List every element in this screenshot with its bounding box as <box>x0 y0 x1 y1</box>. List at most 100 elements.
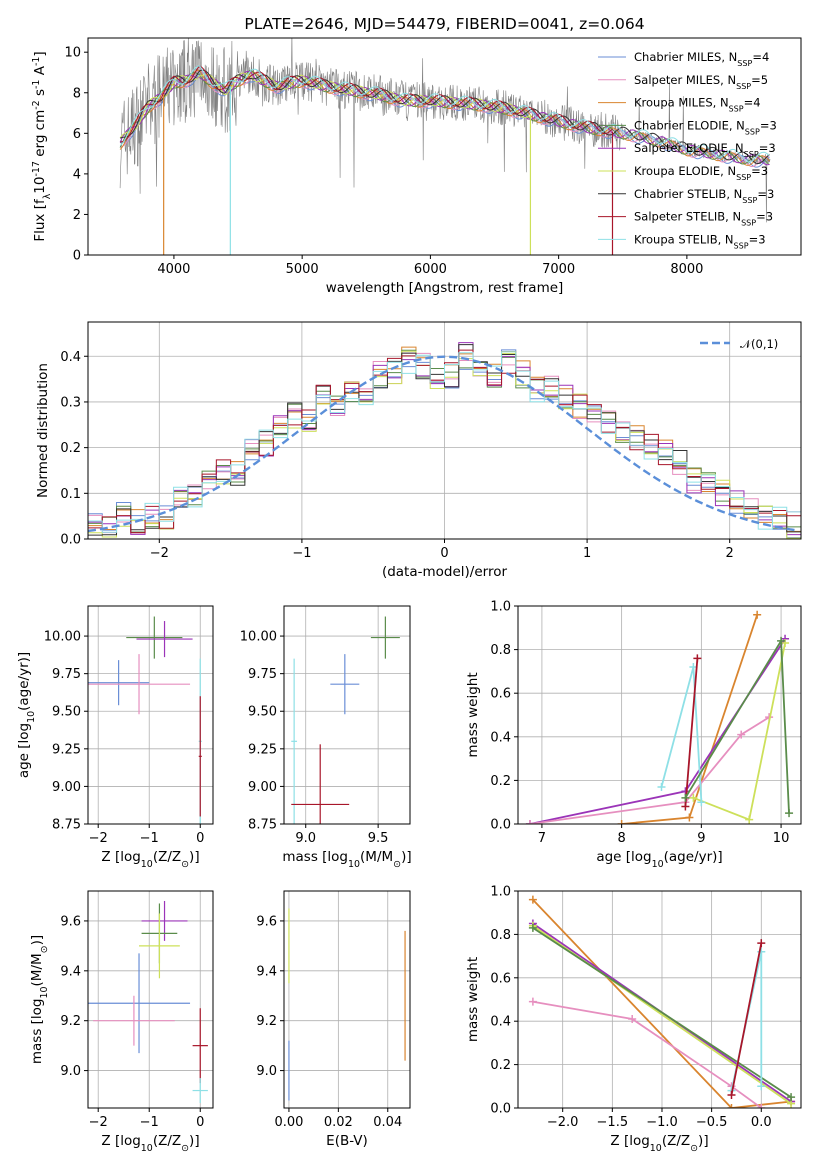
errorbar-point-2 <box>291 658 298 824</box>
chart-panel-1: −2 −1 0 1 2 0.0 0.1 0.2 0.3 0.4 (data-model)/error… <box>35 321 802 580</box>
x-axis-label: age [log10(age/yr)] <box>596 849 722 870</box>
weight-line-3 <box>532 927 792 1098</box>
weight-line-4 <box>532 1000 762 1108</box>
plot-area <box>88 342 801 539</box>
errorbar-point-3 <box>136 621 193 658</box>
weight-marker <box>745 815 754 824</box>
weight-marker <box>777 636 786 645</box>
y-tick-label: 9.0 <box>60 1064 81 1079</box>
x-tick-label: −2 <box>89 1115 108 1130</box>
y-tick-label: 4 <box>73 167 81 182</box>
x-tick-label: 9.0 <box>295 831 316 846</box>
errorbar-point-1 <box>93 995 175 1046</box>
y-tick-label: 9.50 <box>52 705 81 720</box>
errorbar-point-3 <box>291 744 350 824</box>
plot-area <box>88 900 208 1104</box>
x-axis-label: Z [log10(Z/Z⊙)] <box>101 849 199 870</box>
x-tick-label: −2 <box>89 831 108 846</box>
axes-frame <box>517 605 802 825</box>
weight-line-6 <box>730 942 763 1096</box>
x-tick-label: −1.5 <box>597 1115 629 1130</box>
legend-label-8: Kroupa STELIB, NSSP=3 <box>634 232 766 250</box>
chart-panel-3: 9.0 9.5 8.75 9.00 9.25 9.50 9.75 10.00 mass [log… <box>240 605 412 870</box>
weight-marker <box>757 1104 766 1108</box>
y-tick-label: 9.6 <box>256 914 277 929</box>
x-tick-label: 1 <box>583 546 591 561</box>
axes-frame <box>87 605 214 825</box>
errorbar-point-5 <box>192 1008 208 1084</box>
legend: Chabrier MILES, NSSP=4 Salpeter MILES, NS… <box>598 50 777 250</box>
chart-title: PLATE=2646, MJD=54479, FIBERID=0041, z=0… <box>244 15 644 33</box>
x-tick-label: −1 <box>140 831 159 846</box>
plot-area <box>528 895 796 1108</box>
y-tick-label: 0 <box>73 249 81 264</box>
errorbar-point-1 <box>370 616 400 659</box>
weight-marker <box>753 610 762 619</box>
x-axis-label: E(B-V) <box>326 1133 368 1149</box>
weight-line-5 <box>684 658 699 807</box>
y-tick-label: 9.25 <box>52 742 81 757</box>
y-tick-label: 0.8 <box>490 643 511 658</box>
plot-area <box>291 616 400 824</box>
y-axis-label: mass weight <box>465 957 481 1042</box>
y-axis-label: Flux [fλ10-17 erg cm-2 s-1 A-1] <box>31 51 53 241</box>
y-tick-label: 0.2 <box>490 1058 511 1073</box>
weight-marker <box>681 802 690 811</box>
x-tick-label: 0 <box>196 1115 204 1130</box>
weight-marker <box>617 820 626 824</box>
y-tick-label: 9.00 <box>248 780 277 795</box>
y-tick-label: 0.2 <box>490 774 511 789</box>
y-axis-label: Normed distribution <box>35 363 51 498</box>
y-tick-label: 0.4 <box>490 1015 511 1030</box>
legend-label-1: Salpeter MILES, NSSP=5 <box>634 73 768 91</box>
x-tick-label: 9 <box>697 831 705 846</box>
y-tick-label: 0.4 <box>490 730 511 745</box>
x-tick-label: 6000 <box>414 262 447 277</box>
weight-marker <box>757 947 766 956</box>
y-tick-label: 6 <box>73 127 81 142</box>
legend-label-7: Salpeter STELIB, NSSP=3 <box>634 210 773 228</box>
y-tick-label: 10.00 <box>240 630 277 645</box>
legend-label: 𝒩(0,1) <box>740 337 778 351</box>
x-tick-label: 4000 <box>157 262 190 277</box>
x-tick-label: 0.02 <box>324 1115 353 1130</box>
x-tick-label: 2 <box>726 546 734 561</box>
axes-frame <box>87 37 802 256</box>
axes-frame <box>283 890 411 1109</box>
y-tick-label: 9.2 <box>60 1014 81 1029</box>
y-tick-label: 9.2 <box>256 1014 277 1029</box>
x-tick-label: 0 <box>440 546 448 561</box>
weight-marker <box>757 1082 766 1091</box>
y-tick-label: 1.0 <box>490 885 511 900</box>
weight-marker <box>757 939 766 948</box>
y-axis-label: mass weight <box>465 672 481 757</box>
errorbar-point-0 <box>88 660 150 706</box>
y-tick-label: 8 <box>73 86 81 101</box>
legend-label-5: Kroupa ELODIE, NSSP=3 <box>634 164 768 182</box>
legend-label-4: Salpeter ELODIE, NSSP=3 <box>634 141 776 159</box>
y-tick-label: 0.6 <box>490 687 511 702</box>
weight-marker <box>737 730 746 739</box>
weight-marker <box>685 813 694 822</box>
y-tick-label: 8.75 <box>52 818 81 833</box>
y-tick-label: 0.3 <box>60 395 81 410</box>
y-tick-label: 9.75 <box>248 667 277 682</box>
x-tick-label: 0.04 <box>373 1115 402 1130</box>
errorbar-point-4 <box>139 913 180 979</box>
x-tick-label: 9.5 <box>368 831 389 846</box>
legend: 𝒩(0,1) <box>700 337 778 351</box>
x-tick-label: 7 <box>538 831 546 846</box>
errorbar-point-0 <box>330 654 360 715</box>
errorbar-point-0 <box>88 953 191 1054</box>
weight-marker <box>528 997 537 1006</box>
y-tick-label: 1.0 <box>490 600 511 615</box>
x-tick-label: −1 <box>292 546 311 561</box>
y-tick-label: 9.4 <box>60 964 81 979</box>
x-axis-label: Z [log10(Z/Z⊙)] <box>610 1133 708 1154</box>
weight-marker <box>689 793 698 802</box>
x-tick-label: 8000 <box>670 262 703 277</box>
x-tick-label: −2 <box>150 546 169 561</box>
x-axis-label: Z [log10(Z/Z⊙)] <box>101 1133 199 1154</box>
x-tick-label: 7000 <box>542 262 575 277</box>
